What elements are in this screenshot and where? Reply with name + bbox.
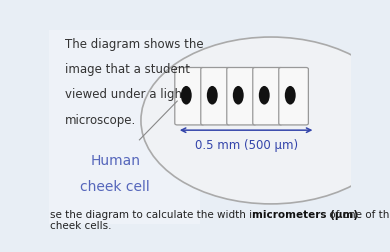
Text: of one of the human: of one of the human (326, 210, 390, 220)
Text: cheek cells.: cheek cells. (50, 221, 112, 231)
Text: viewed under a light: viewed under a light (66, 88, 187, 102)
FancyBboxPatch shape (49, 30, 200, 224)
Text: cheek cell: cheek cell (80, 180, 150, 194)
Ellipse shape (181, 86, 192, 105)
Circle shape (141, 37, 390, 204)
Text: image that a student: image that a student (66, 63, 190, 76)
Text: 0.5 mm (500 μm): 0.5 mm (500 μm) (195, 139, 298, 152)
FancyBboxPatch shape (227, 68, 256, 125)
FancyBboxPatch shape (253, 68, 282, 125)
Text: micrometers (μm): micrometers (μm) (252, 210, 358, 220)
Text: The diagram shows the: The diagram shows the (66, 38, 204, 51)
Ellipse shape (259, 86, 270, 105)
Ellipse shape (233, 86, 244, 105)
FancyBboxPatch shape (279, 68, 308, 125)
Ellipse shape (285, 86, 296, 105)
FancyBboxPatch shape (175, 68, 204, 125)
Text: se the diagram to calculate the width in: se the diagram to calculate the width in (50, 210, 262, 220)
Text: microscope.: microscope. (66, 114, 136, 127)
FancyBboxPatch shape (201, 68, 230, 125)
Text: Human: Human (90, 154, 140, 168)
Ellipse shape (207, 86, 218, 105)
